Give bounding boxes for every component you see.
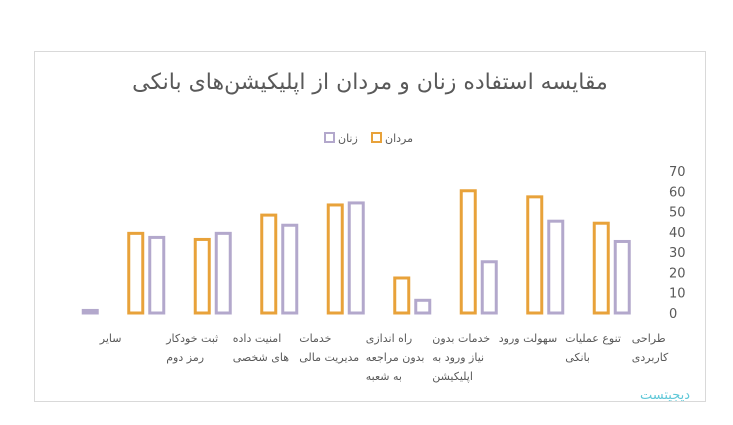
category-label: امنیت داده: [233, 332, 282, 345]
bar-men: [459, 189, 477, 315]
bar-women: [81, 308, 99, 315]
x-axis-labels: طراحی کاربردی تنوع عملیات بانکی سهولت ورود خد…: [99, 332, 669, 383]
category-label: خدمات: [299, 332, 331, 345]
bar-women: [613, 239, 631, 315]
bar-men: [127, 231, 145, 315]
bar-women: [414, 298, 432, 315]
category-label: بانکی: [565, 351, 590, 364]
legend-label: زنان: [338, 132, 358, 145]
bar-men: [193, 237, 211, 315]
y-tick-label: 0: [669, 307, 677, 322]
category-label: طراحی: [632, 332, 666, 345]
category-label: سهولت ورود: [499, 332, 557, 345]
legend-swatch-women: [324, 132, 335, 143]
category-label: راه اندازی: [366, 332, 413, 345]
bar-men: [260, 213, 278, 315]
bar-men: [592, 221, 610, 315]
category-label: نیاز ورود به: [432, 351, 484, 364]
bar-women: [281, 223, 299, 315]
category-label: های شخصی: [233, 351, 289, 364]
y-axis: 0 10 20 30 40 50 60 70: [669, 165, 686, 322]
bar-women: [480, 260, 498, 315]
y-tick-label: 30: [669, 246, 686, 261]
category-label: کاربردی: [632, 351, 669, 364]
legend: مردان زنان: [324, 132, 413, 145]
y-tick-label: 60: [669, 185, 686, 200]
category-label: سایر: [99, 332, 122, 345]
y-tick-label: 40: [669, 226, 686, 241]
category-label: اپلیکیشن: [432, 370, 473, 383]
legend-swatch-men: [371, 132, 382, 143]
y-tick-label: 10: [669, 287, 686, 302]
category-label: رمز دوم: [166, 351, 204, 364]
bar-women: [148, 235, 166, 315]
category-label: ثبت خودکار: [165, 332, 218, 345]
category-label: مدیریت مالی: [299, 351, 359, 364]
bar-men: [326, 203, 344, 315]
category-label: تنوع عملیات: [565, 332, 621, 345]
bar-men: [393, 276, 411, 315]
legend-label: مردان: [385, 132, 413, 145]
chart-title: مقایسه استفاده زنان و مردان از اپلیکیشن‌…: [132, 70, 608, 95]
category-label: خدمات بدون: [432, 332, 490, 345]
category-label: به شعبه: [366, 370, 402, 383]
bar-women: [547, 219, 565, 315]
bar-women: [347, 201, 365, 315]
watermark-logo: دیجیتست: [640, 388, 691, 403]
y-tick-label: 70: [669, 165, 686, 180]
bars: [81, 189, 631, 315]
bar-men: [526, 195, 544, 315]
bar-women: [214, 231, 232, 315]
y-tick-label: 50: [669, 206, 686, 221]
y-tick-label: 20: [669, 266, 686, 281]
category-label: بدون مراجعه: [366, 351, 425, 364]
